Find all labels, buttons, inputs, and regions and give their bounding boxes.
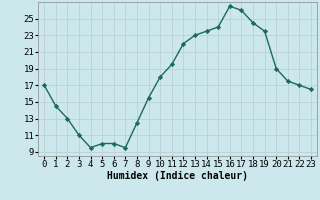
X-axis label: Humidex (Indice chaleur): Humidex (Indice chaleur) xyxy=(107,171,248,181)
